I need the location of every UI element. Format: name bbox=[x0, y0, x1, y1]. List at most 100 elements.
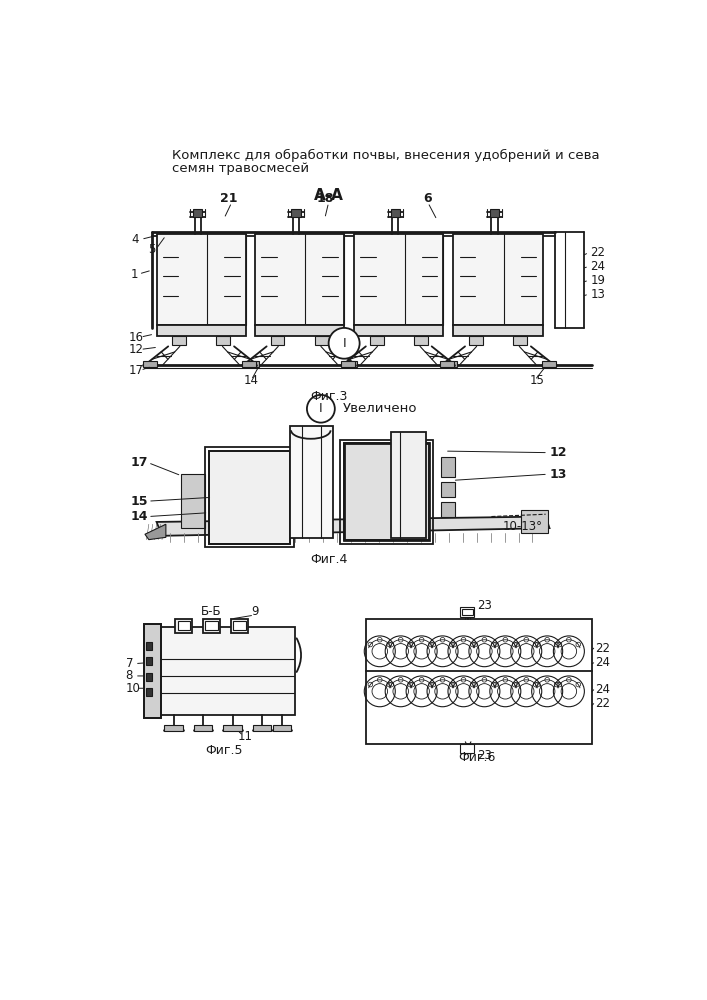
Bar bbox=[542, 361, 556, 367]
Text: 23: 23 bbox=[477, 749, 492, 762]
Bar bbox=[414, 336, 428, 345]
Bar bbox=[144, 361, 158, 367]
Bar bbox=[460, 744, 474, 753]
Bar bbox=[255, 325, 344, 336]
Text: 19: 19 bbox=[590, 274, 606, 287]
Text: семян травосмесей: семян травосмесей bbox=[172, 162, 309, 175]
Text: 15: 15 bbox=[131, 495, 148, 508]
Bar bbox=[144, 624, 161, 718]
Bar bbox=[255, 234, 344, 325]
Bar bbox=[443, 361, 457, 367]
Text: 13: 13 bbox=[590, 288, 605, 301]
Bar bbox=[440, 361, 454, 367]
Bar bbox=[194, 725, 212, 731]
Bar bbox=[490, 209, 499, 217]
Bar bbox=[177, 620, 190, 630]
Bar bbox=[156, 234, 246, 325]
Text: Б-Б: Б-Б bbox=[201, 605, 221, 618]
Text: 6: 6 bbox=[423, 192, 432, 205]
Text: Комплекс для обработки почвы, внесения удобрений и сева: Комплекс для обработки почвы, внесения у… bbox=[172, 149, 600, 162]
Bar bbox=[291, 209, 300, 217]
Text: 1: 1 bbox=[131, 267, 139, 280]
Bar bbox=[340, 440, 433, 543]
Text: 14: 14 bbox=[243, 374, 258, 387]
Bar bbox=[203, 619, 220, 633]
Bar bbox=[233, 620, 246, 630]
Text: 22: 22 bbox=[595, 697, 610, 710]
Text: 12: 12 bbox=[549, 446, 567, 459]
Text: I: I bbox=[342, 337, 346, 350]
Bar bbox=[344, 443, 429, 540]
Bar bbox=[216, 336, 230, 345]
Text: 16: 16 bbox=[129, 331, 144, 344]
Text: 23: 23 bbox=[477, 599, 492, 612]
Bar bbox=[164, 725, 183, 731]
Bar bbox=[354, 325, 443, 336]
Text: 24: 24 bbox=[595, 656, 610, 669]
Text: 24: 24 bbox=[595, 683, 610, 696]
Text: 17: 17 bbox=[131, 456, 148, 469]
Text: Фиг.6: Фиг.6 bbox=[459, 751, 496, 764]
Bar bbox=[242, 361, 256, 367]
Polygon shape bbox=[156, 517, 549, 536]
Text: 21: 21 bbox=[220, 192, 238, 205]
Bar bbox=[344, 443, 429, 540]
Text: Увеличено: Увеличено bbox=[343, 402, 417, 415]
Bar bbox=[175, 619, 192, 633]
Text: 4: 4 bbox=[131, 233, 139, 246]
Text: 12: 12 bbox=[129, 343, 144, 356]
Bar bbox=[370, 336, 384, 345]
Bar bbox=[206, 620, 218, 630]
Bar bbox=[513, 336, 527, 345]
Circle shape bbox=[307, 395, 335, 423]
Text: Фиг.5: Фиг.5 bbox=[205, 744, 243, 757]
Bar bbox=[521, 510, 548, 533]
Text: 22: 22 bbox=[595, 642, 610, 655]
Bar bbox=[441, 457, 455, 477]
Bar bbox=[245, 361, 259, 367]
Bar bbox=[315, 336, 329, 345]
Text: 15: 15 bbox=[530, 374, 545, 387]
Text: Фиг.4: Фиг.4 bbox=[310, 553, 347, 566]
Bar bbox=[462, 609, 473, 615]
Bar bbox=[290, 426, 332, 538]
Bar bbox=[344, 361, 357, 367]
Bar bbox=[441, 482, 455, 497]
Bar bbox=[271, 336, 284, 345]
Bar bbox=[453, 234, 542, 325]
Bar bbox=[193, 209, 202, 217]
Bar bbox=[391, 209, 400, 217]
Text: 9: 9 bbox=[251, 605, 259, 618]
Text: 17: 17 bbox=[129, 364, 144, 377]
Text: 22: 22 bbox=[590, 246, 606, 259]
Text: 18: 18 bbox=[317, 192, 334, 205]
Bar bbox=[146, 657, 152, 665]
Bar bbox=[273, 725, 291, 731]
Circle shape bbox=[329, 328, 360, 359]
Bar bbox=[209, 451, 290, 544]
Bar bbox=[146, 688, 152, 696]
Bar bbox=[144, 624, 161, 718]
Bar bbox=[252, 725, 271, 731]
Bar bbox=[204, 447, 293, 547]
Text: 14: 14 bbox=[131, 510, 148, 523]
Bar bbox=[391, 432, 426, 538]
Text: 7: 7 bbox=[126, 657, 133, 670]
Bar bbox=[231, 619, 248, 633]
Bar bbox=[146, 642, 152, 650]
Bar bbox=[160, 627, 296, 715]
Bar bbox=[146, 673, 152, 681]
Bar bbox=[354, 234, 443, 325]
Bar bbox=[172, 336, 186, 345]
Bar bbox=[209, 451, 290, 544]
Text: 10-13°: 10-13° bbox=[503, 520, 543, 533]
Bar bbox=[469, 336, 483, 345]
Text: 11: 11 bbox=[237, 730, 252, 742]
Bar bbox=[341, 361, 355, 367]
Text: 5: 5 bbox=[148, 243, 156, 256]
Bar bbox=[366, 619, 592, 744]
Text: Фиг.3: Фиг.3 bbox=[310, 389, 347, 402]
Bar bbox=[156, 325, 246, 336]
Text: 13: 13 bbox=[549, 468, 567, 481]
Bar bbox=[453, 325, 542, 336]
